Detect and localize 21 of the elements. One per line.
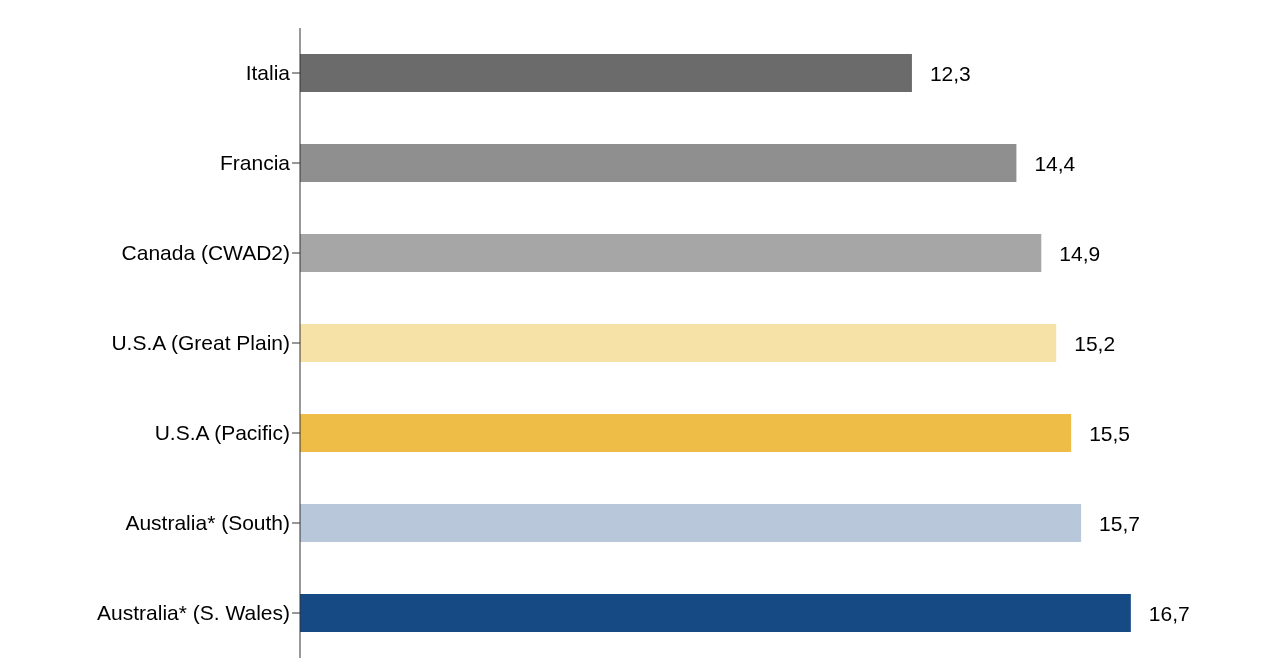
y-tick-label: Canada (CWAD2) (121, 241, 290, 265)
bar (300, 234, 1042, 273)
data-label: 15,7 (1099, 511, 1140, 535)
bar (300, 144, 1017, 183)
y-tick-label: Australia* (S. Wales) (97, 601, 290, 625)
y-tick-label: Italia (245, 61, 291, 85)
data-label: 14,4 (1034, 151, 1076, 175)
data-label: 15,5 (1089, 421, 1131, 445)
data-label: 14,9 (1059, 241, 1101, 265)
y-tick-label: U.S.A (Great Plain) (111, 331, 290, 355)
y-tick-label: Australia* (South) (125, 511, 290, 535)
bar (300, 324, 1057, 363)
bar (300, 54, 912, 93)
data-label: 16,7 (1148, 601, 1190, 625)
y-tick-label: Francia (219, 151, 291, 175)
y-tick-label: U.S.A (Pacific) (154, 421, 290, 445)
data-label: 15,2 (1074, 331, 1116, 355)
bar (300, 414, 1072, 453)
bar (300, 504, 1082, 543)
bar (300, 594, 1131, 633)
data-label: 12,3 (929, 61, 971, 85)
